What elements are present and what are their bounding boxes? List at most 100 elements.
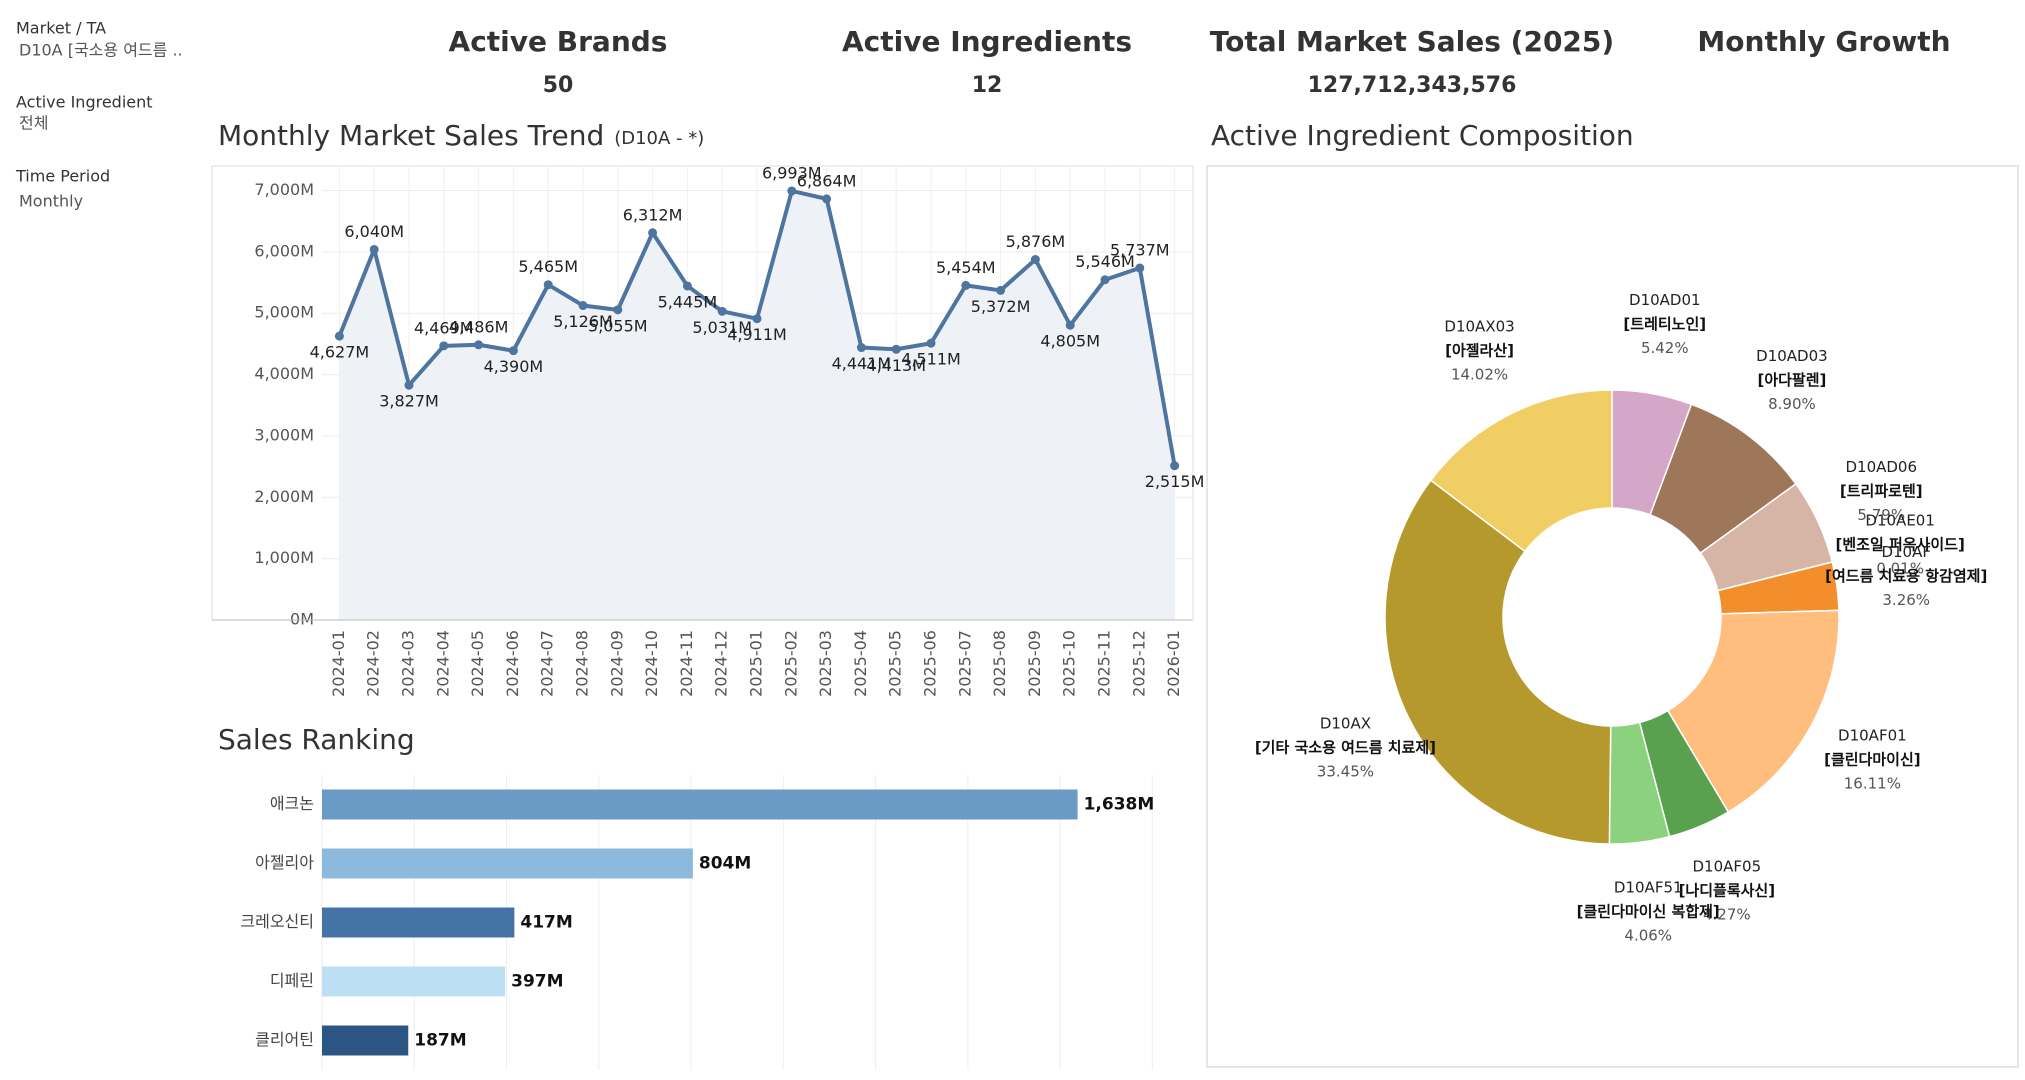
x-tick-label: 2024-04 — [433, 630, 452, 697]
filter-label: Active Ingredient — [16, 93, 153, 112]
data-label: 4,911M — [727, 325, 787, 344]
x-tick-label: 2024-01 — [329, 630, 348, 697]
chart-title: Active Ingredient Composition — [1211, 119, 1634, 152]
y-tick-label: 5,000M — [254, 303, 314, 322]
x-tick-label: 2025-05 — [886, 630, 905, 697]
bar[interactable] — [322, 907, 515, 938]
slice-name: [여드름 치료용 항감염제] — [1825, 567, 1987, 585]
category-label: 아젤리아 — [255, 853, 314, 872]
y-tick-label: 6,000M — [254, 241, 314, 260]
bar[interactable] — [322, 1025, 409, 1056]
data-label: 5,372M — [971, 297, 1031, 316]
slice-code: D10AD06 — [1845, 458, 1917, 476]
point — [996, 285, 1006, 295]
y-tick-label: 1,000M — [254, 548, 314, 567]
slice[interactable] — [1666, 609, 1840, 813]
area — [339, 190, 1175, 620]
data-label: 5,546M — [1075, 252, 1135, 271]
data-label: 6,993M — [762, 163, 822, 182]
slice-code: D10AF51 — [1614, 878, 1683, 896]
slice-name: [아젤라산] — [1445, 342, 1514, 360]
bar[interactable] — [322, 966, 506, 997]
x-tick-label: 2025-07 — [955, 630, 974, 697]
data-label: 6,864M — [797, 171, 857, 190]
point — [334, 331, 344, 341]
bar[interactable] — [322, 848, 693, 879]
chart-subtitle: (D10A - *) — [614, 128, 704, 149]
x-tick-label: 2025-02 — [781, 630, 800, 697]
data-label: 5,031M — [692, 318, 752, 337]
kpi-title: Total Market Sales (2025) — [1210, 25, 1614, 58]
slice-percent: 14.02% — [1451, 366, 1508, 384]
slice[interactable] — [1429, 389, 1613, 553]
slice-percent: 3.26% — [1882, 591, 1930, 609]
slice-percent: 0.01% — [1876, 560, 1924, 578]
slice-name: [트리파로텐] — [1840, 482, 1923, 500]
slice-percent: 16.11% — [1844, 774, 1901, 792]
data-label: 2,515M — [1145, 472, 1205, 491]
filter-value[interactable]: Monthly — [19, 192, 83, 211]
bar[interactable] — [322, 789, 1078, 820]
x-tick-label: 2026-01 — [1164, 630, 1183, 697]
kpi-title: Active Brands — [449, 25, 668, 58]
data-label: 4,486M — [449, 317, 509, 336]
x-tick-label: 2025-06 — [921, 630, 940, 697]
point — [369, 244, 379, 254]
data-label: 5,126M — [553, 312, 613, 331]
slice-code: D10AE01 — [1865, 512, 1934, 530]
slice-code: D10AX03 — [1444, 318, 1514, 336]
slice-code: D10AF05 — [1693, 857, 1762, 875]
point — [717, 306, 727, 316]
y-tick-label: 3,000M — [254, 425, 314, 444]
data-label: 5,055M — [588, 316, 648, 335]
category-label: 클리어틴 — [255, 1030, 314, 1049]
x-tick-label: 2025-08 — [990, 630, 1009, 697]
data-label: 5,445M — [658, 292, 718, 311]
point — [1170, 461, 1180, 471]
category-label: 디페린 — [270, 971, 314, 990]
chart-title: Sales Ranking — [218, 723, 415, 756]
point — [1065, 320, 1075, 330]
filter-value[interactable]: D10A [국소용 여드름 .. — [19, 41, 183, 60]
kpi-value: 12 — [972, 73, 1003, 98]
x-tick-label: 2025-01 — [747, 630, 766, 697]
x-tick-label: 2024-11 — [677, 630, 696, 697]
slice-code: D10AD01 — [1629, 291, 1701, 309]
data-label: 804M — [699, 854, 751, 874]
point — [1135, 263, 1145, 273]
slice-percent: 4.06% — [1624, 926, 1672, 944]
slice-name: [아다팔렌] — [1757, 371, 1826, 389]
data-label: 4,413M — [866, 356, 926, 375]
x-tick-label: 2024-10 — [642, 630, 661, 697]
x-tick-label: 2024-05 — [468, 630, 487, 697]
point — [578, 301, 588, 311]
point — [891, 344, 901, 354]
y-tick-label: 2,000M — [254, 487, 314, 506]
x-tick-label: 2025-03 — [816, 630, 835, 697]
slice-code: D10AX — [1320, 714, 1371, 732]
x-tick-label: 2024-02 — [364, 630, 383, 697]
chart-title: Monthly Market Sales Trend — [218, 119, 604, 152]
data-label: 6,312M — [623, 205, 683, 224]
slice-percent: 33.45% — [1317, 762, 1374, 780]
slice[interactable] — [1384, 479, 1612, 845]
point — [752, 314, 762, 324]
data-label: 4,805M — [1040, 332, 1100, 351]
filter-label: Time Period — [15, 167, 110, 186]
slice-code: D10AD03 — [1756, 347, 1828, 365]
point — [508, 346, 518, 356]
category-label: 크레오신티 — [240, 912, 314, 931]
x-tick-label: 2025-10 — [1060, 630, 1079, 697]
filter-value[interactable]: 전체 — [19, 114, 48, 133]
data-label: 5,454M — [936, 258, 996, 277]
kpi-value: 50 — [543, 73, 574, 98]
data-label: 4,390M — [484, 357, 544, 376]
point — [404, 380, 414, 390]
data-label: 4,627M — [310, 343, 370, 362]
point — [613, 305, 623, 315]
kpi-title: Active Ingredients — [842, 25, 1132, 58]
data-label: 4,511M — [901, 350, 961, 369]
slice-percent: 5.79% — [1857, 506, 1905, 524]
point — [926, 338, 936, 348]
